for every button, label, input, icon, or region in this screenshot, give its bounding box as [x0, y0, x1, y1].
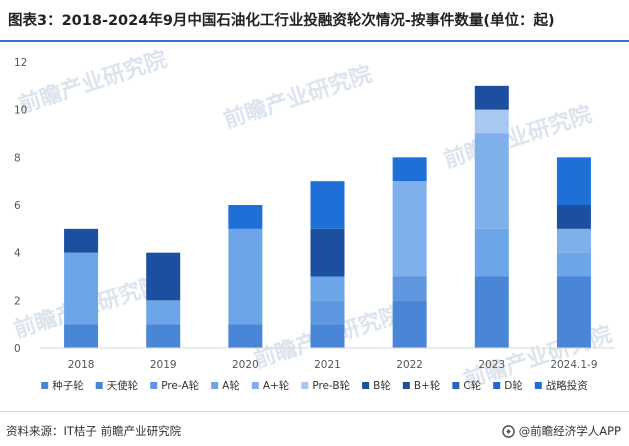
- bar-segment: [146, 324, 181, 348]
- footer: 资料来源：IT桔子 前瞻产业研究院 @前瞻经济学人APP: [0, 414, 629, 444]
- bar-segment: [474, 109, 509, 134]
- bar-segment: [310, 228, 345, 277]
- legend-label: A轮: [222, 379, 240, 392]
- bar-segment: [474, 276, 509, 348]
- bar-segment: [146, 252, 181, 301]
- y-tick-label: 10: [14, 105, 27, 117]
- legend: 种子轮 天使轮 Pre-A轮 A轮 A+轮 Pre-B轮 B轮 B+轮 C轮 D轮 战略投资: [41, 379, 588, 392]
- x-tick-label: 2020: [232, 359, 259, 371]
- legend-label: 天使轮: [107, 379, 139, 392]
- legend-swatch: [534, 382, 542, 389]
- legend-swatch: [301, 382, 309, 389]
- legend-label: D轮: [504, 379, 523, 392]
- bar-segment: [228, 228, 263, 325]
- legend-item: A轮: [211, 379, 240, 392]
- legend-item: 种子轮: [41, 379, 84, 392]
- bar-segment: [556, 157, 591, 205]
- bar-segment: [556, 276, 591, 348]
- bar-segment: [474, 228, 509, 277]
- legend-item: 战略投资: [534, 379, 588, 392]
- legend-swatch: [150, 382, 158, 389]
- bar-segment: [310, 276, 345, 301]
- bar-segment: [556, 228, 591, 253]
- x-tick-label: 2019: [150, 359, 177, 371]
- y-tick-label: 2: [14, 295, 21, 307]
- bar-segment: [146, 300, 181, 325]
- bar-segment: [474, 85, 509, 110]
- bar-segment: [556, 252, 591, 277]
- brand-logo-icon: [501, 424, 515, 438]
- x-tick-label: 2021: [314, 359, 341, 371]
- x-tick-label: 2022: [396, 359, 423, 371]
- legend-swatch: [452, 382, 460, 389]
- legend-swatch: [41, 382, 49, 389]
- bar-segment: [310, 181, 345, 229]
- chart-title: 图表3：2018-2024年9月中国石油化工行业投融资轮次情况-按事件数量(单位…: [8, 13, 555, 29]
- legend-label: Pre-B轮: [312, 379, 350, 392]
- brand-credit: @前瞻经济学人APP: [501, 423, 621, 439]
- legend-label: C轮: [463, 379, 481, 392]
- bar-segment: [474, 133, 509, 229]
- legend-swatch: [251, 382, 259, 389]
- bar-segment: [392, 300, 427, 348]
- bar-segment: [556, 205, 591, 229]
- bar-segment: [310, 324, 345, 348]
- legend-label: 种子轮: [52, 379, 84, 392]
- legend-swatch: [211, 382, 219, 389]
- legend-label: 战略投资: [546, 379, 588, 392]
- title-underline: [0, 40, 629, 42]
- x-axis: 2018 2019 2020 2021 2022 2023 2024.1-9: [40, 347, 615, 371]
- y-tick-label: 0: [14, 343, 21, 355]
- x-tick-label: 2024.1-9: [550, 359, 597, 371]
- legend-swatch: [362, 382, 370, 389]
- watermark-text: 前瞻产业研究院: [16, 46, 171, 118]
- y-axis: 0 2 4 6 8 10 12: [14, 57, 27, 355]
- legend-item: A+轮: [251, 379, 290, 392]
- legend-label: A+轮: [263, 379, 290, 392]
- brand-label: @前瞻经济学人APP: [518, 424, 621, 438]
- bar-segment: [310, 300, 345, 325]
- source-note: 资料来源：IT桔子 前瞻产业研究院: [6, 424, 182, 438]
- x-tick-label: 2023: [478, 359, 505, 371]
- y-tick-label: 12: [14, 57, 27, 69]
- x-tick-label: 2018: [68, 359, 95, 371]
- bar-segment: [64, 252, 99, 325]
- y-tick-label: 4: [14, 248, 21, 260]
- y-tick-label: 8: [14, 152, 21, 164]
- bar-segment: [228, 324, 263, 348]
- watermark-text: 前瞻产业研究院: [221, 61, 376, 133]
- bar-segment: [228, 205, 263, 229]
- bar-segment: [64, 324, 99, 348]
- stacked-bar-chart: 前瞻产业研究院前瞻产业研究院前瞻产业研究院前瞻产业研究院前瞻产业研究院前瞻产业研…: [11, 46, 616, 393]
- legend-swatch: [402, 382, 410, 389]
- legend-item: Pre-A轮: [150, 379, 200, 392]
- legend-item: B轮: [362, 379, 391, 392]
- bars-layer: [64, 85, 591, 348]
- legend-item: 天使轮: [95, 379, 139, 392]
- footer-divider: [0, 411, 629, 412]
- legend-swatch: [493, 382, 501, 389]
- legend-label: B+轮: [414, 379, 441, 392]
- y-tick-label: 6: [14, 200, 21, 212]
- bar-segment: [392, 181, 427, 277]
- bar-segment: [64, 228, 99, 253]
- bar-segment: [392, 276, 427, 301]
- legend-label: B轮: [373, 379, 391, 392]
- bar-segment: [392, 157, 427, 182]
- legend-label: Pre-A轮: [161, 379, 199, 392]
- legend-item: Pre-B轮: [301, 379, 351, 392]
- legend-item: B+轮: [402, 379, 441, 392]
- legend-item: D轮: [493, 379, 523, 392]
- legend-swatch: [95, 382, 103, 389]
- legend-item: C轮: [452, 379, 482, 392]
